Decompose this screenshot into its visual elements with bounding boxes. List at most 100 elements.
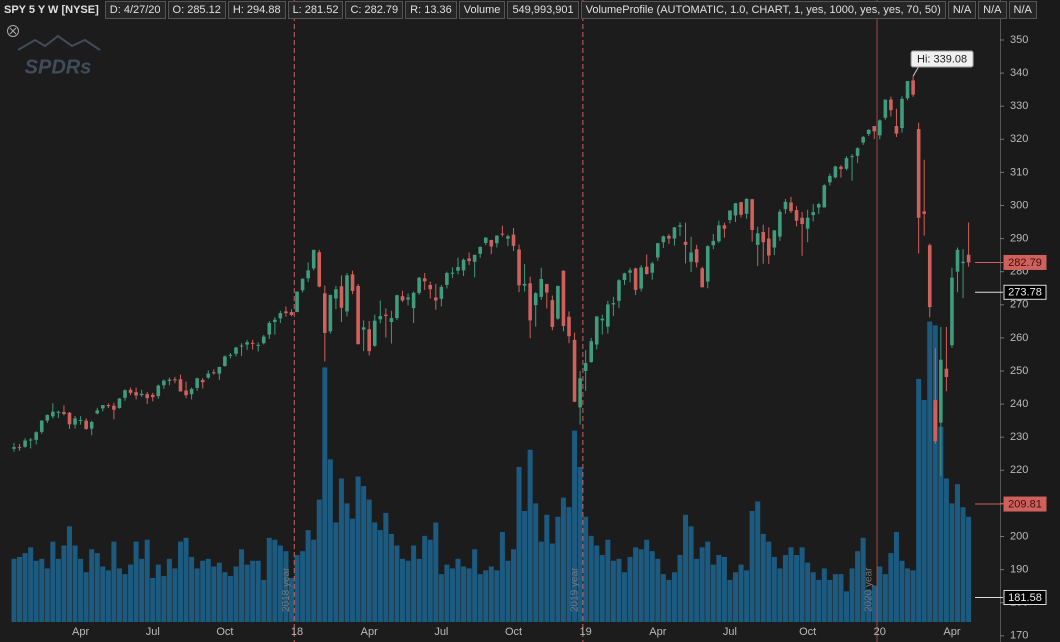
candle-body: [89, 421, 94, 429]
candle-body: [17, 447, 22, 449]
candle-body: [84, 420, 88, 429]
candle-body: [189, 388, 194, 395]
header-bar: SPY 5 Y W [NYSE] D: 4/27/20 O: 285.12 H:…: [0, 0, 1039, 19]
candle-body: [750, 199, 754, 230]
candle-body: [395, 295, 399, 319]
candle-body: [539, 278, 544, 297]
volume-bar: [760, 533, 766, 622]
volume-bar: [427, 539, 433, 622]
candle-body: [717, 225, 721, 242]
volume-bar: [216, 562, 222, 622]
candle-body: [889, 99, 893, 111]
candle-body: [34, 432, 38, 440]
candle-body: [778, 211, 782, 237]
volume-bar: [338, 478, 344, 622]
volume-bar: [44, 568, 50, 622]
close-circle[interactable]: [7, 25, 19, 37]
candle-body: [650, 263, 655, 273]
volume-bar: [799, 547, 805, 622]
candle-body: [51, 411, 55, 417]
candle-body: [12, 447, 16, 449]
volume-bar: [311, 539, 317, 622]
volume-bar: [955, 484, 960, 622]
candle-body: [389, 318, 394, 323]
volume-bar: [222, 572, 228, 622]
volume-bar: [566, 507, 572, 622]
volume-bar: [78, 558, 84, 622]
x-tick-label: Jul: [723, 626, 737, 638]
volume-bar: [683, 514, 689, 622]
volume-bar: [100, 566, 106, 622]
candle-body: [300, 278, 305, 291]
volume-bar: [377, 530, 383, 622]
volume-bar: [849, 568, 855, 622]
volume-bar: [472, 549, 478, 622]
symbol[interactable]: SPY 5 Y W [NYSE]: [4, 3, 99, 16]
candle-body: [445, 273, 449, 285]
candle-body: [744, 198, 749, 214]
y-tick-label: 230: [1010, 431, 1028, 443]
volume-bar: [227, 576, 233, 622]
volume-bar: [161, 576, 167, 622]
candle-body: [511, 234, 516, 246]
volume-bar: [583, 516, 589, 622]
candle-body: [855, 148, 860, 156]
candle-body: [500, 233, 505, 235]
candle-body: [561, 270, 566, 326]
volume-bar: [266, 537, 272, 622]
y-tick-label: 190: [1010, 564, 1028, 576]
volume-bar: [877, 566, 883, 622]
volume-bar: [144, 539, 150, 622]
field: L: 281.52: [287, 0, 344, 19]
candle-body: [450, 272, 455, 274]
volume-bar: [316, 499, 322, 622]
price-marker-label: 282.79: [1008, 257, 1042, 269]
candle-body: [372, 320, 377, 346]
volume-bar: [921, 399, 927, 622]
candle-body: [789, 202, 793, 212]
field: D: 4/27/20: [104, 0, 166, 19]
logo: SPDRs: [17, 34, 101, 78]
close-cross[interactable]: [9, 27, 17, 35]
volume-bar: [200, 560, 206, 622]
candle-body: [678, 225, 682, 227]
price-marker-box: [1003, 284, 1047, 300]
volume-bar: [966, 516, 972, 622]
volume-bar: [172, 568, 178, 622]
candle-body: [73, 418, 77, 425]
volume-bar: [488, 566, 494, 622]
volume-bar: [560, 497, 566, 622]
candle-body: [162, 380, 166, 386]
candle-body: [417, 277, 421, 293]
candle-body: [256, 344, 260, 346]
candle-body: [900, 98, 904, 129]
volume-bar: [855, 551, 861, 622]
study[interactable]: VolumeProfile (AUTOMATIC, 1.0, CHART, 1,…: [580, 0, 946, 19]
volume-bar: [183, 537, 189, 622]
close-icon[interactable]: [7, 25, 19, 37]
candle-body: [461, 259, 466, 271]
volume-bar: [666, 579, 672, 622]
volume-bar: [888, 553, 894, 622]
volume-bar: [422, 535, 428, 622]
volume-bar: [610, 560, 616, 622]
candle-body: [306, 270, 310, 279]
volume-bar: [871, 585, 877, 622]
candle-body: [961, 261, 965, 264]
price-marker-box: [1003, 589, 1047, 605]
candle-body: [506, 236, 510, 239]
volume-bar: [827, 579, 833, 622]
volume-bar: [333, 522, 339, 622]
candle-body: [289, 312, 294, 316]
volume-bar: [727, 579, 733, 622]
candle-body: [772, 230, 777, 248]
volume-bar: [716, 555, 722, 622]
volume-bar: [139, 558, 145, 622]
volume-bar: [588, 535, 594, 622]
volume-bar: [72, 545, 78, 622]
y-tick-label: 240: [1010, 398, 1028, 410]
volume-bar: [594, 545, 600, 622]
volume-bar: [455, 558, 461, 622]
volume-bar: [821, 568, 827, 622]
candle-body: [200, 379, 205, 383]
